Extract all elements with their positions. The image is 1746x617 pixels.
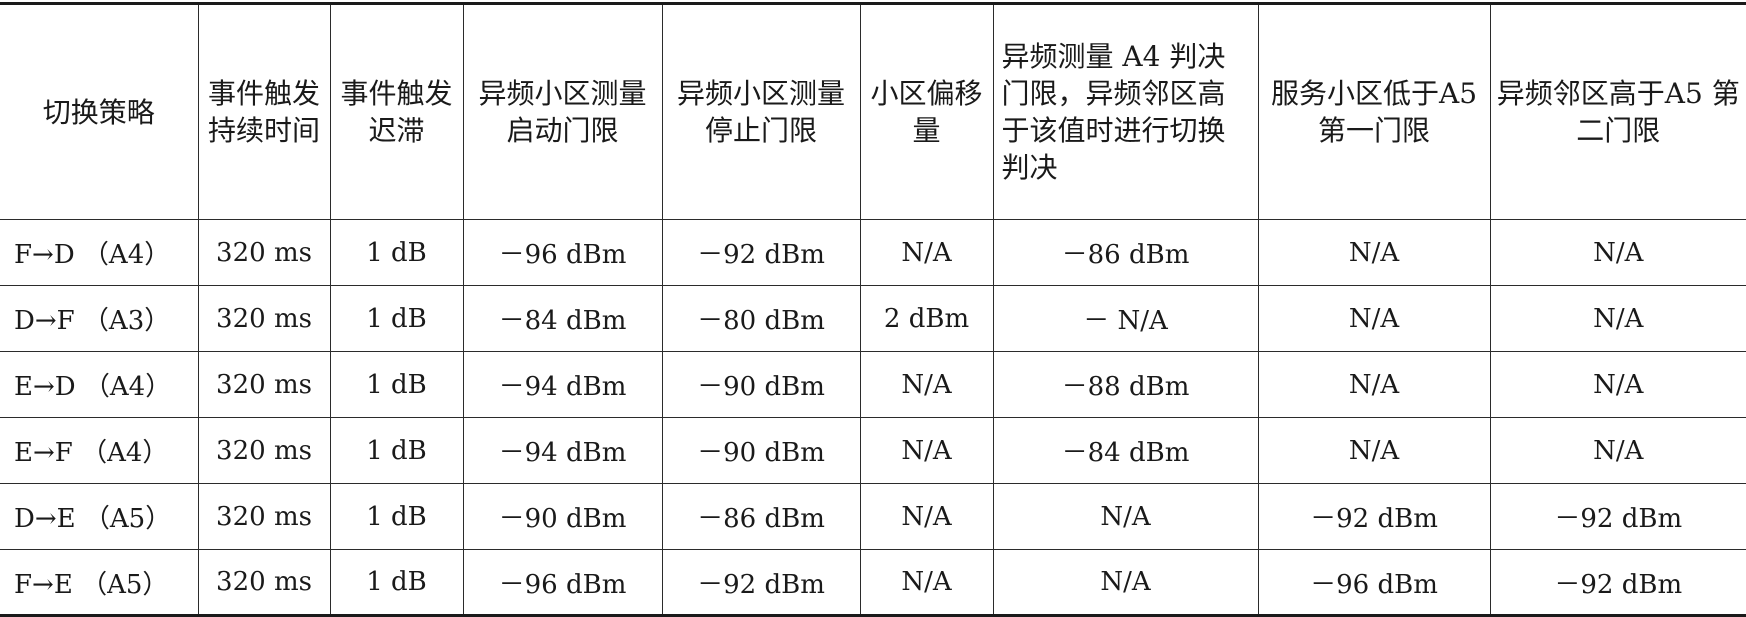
cell-a4-threshold: －86 dBm — [992, 219, 1259, 286]
cell-hysteresis: 1 dB — [329, 219, 464, 286]
cell-cell-offset: N/A — [859, 549, 994, 617]
cell-stop-threshold: －86 dBm — [661, 483, 861, 550]
header-trigger-hysteresis: 事件触发迟滞 — [329, 2, 464, 220]
cell-duration: 320 ms — [197, 219, 331, 286]
cell-start-threshold: －94 dBm — [462, 351, 663, 418]
cell-stop-threshold: －90 dBm — [661, 351, 861, 418]
cell-start-threshold: －90 dBm — [462, 483, 663, 550]
cell-hysteresis: 1 dB — [329, 417, 464, 484]
cell-strategy: E→D （A4） — [0, 351, 199, 418]
cell-a5-second: －92 dBm — [1489, 549, 1746, 617]
cell-start-threshold: －96 dBm — [462, 549, 663, 617]
cell-a5-second: N/A — [1489, 417, 1746, 484]
cell-a4-threshold: －88 dBm — [992, 351, 1259, 418]
cell-strategy: F→D （A4） — [0, 219, 199, 286]
cell-strategy: E→F （A4） — [0, 417, 199, 484]
header-handover-strategy: 切换策略 — [0, 2, 199, 220]
cell-start-threshold: －96 dBm — [462, 219, 663, 286]
cell-stop-threshold: －92 dBm — [661, 549, 861, 617]
cell-a5-second: N/A — [1489, 219, 1746, 286]
cell-strategy: F→E （A5） — [0, 549, 199, 617]
cell-strategy: D→E （A5） — [0, 483, 199, 550]
cell-cell-offset: N/A — [859, 417, 994, 484]
cell-duration: 320 ms — [197, 351, 331, 418]
cell-hysteresis: 1 dB — [329, 483, 464, 550]
table-row: F→E （A5） 320 ms 1 dB －96 dBm －92 dBm N/A N/A －9… — [0, 549, 1746, 617]
cell-duration: 320 ms — [197, 285, 331, 352]
table-row: F→D （A4） 320 ms 1 dB －96 dBm －92 dBm N/A －86 d… — [0, 219, 1746, 286]
header-a5-first-threshold: 服务小区低于A5 第一门限 — [1257, 2, 1491, 220]
cell-a5-first: －92 dBm — [1257, 483, 1491, 550]
cell-a5-first: N/A — [1257, 285, 1491, 352]
cell-a4-threshold: －84 dBm — [992, 417, 1259, 484]
header-a4-threshold: 异频测量 A4 判决门限，异频邻区高于该值时进行切换判决 — [992, 2, 1259, 220]
header-measure-stop-threshold: 异频小区测量停止门限 — [661, 2, 861, 220]
cell-duration: 320 ms — [197, 549, 331, 617]
cell-duration: 320 ms — [197, 417, 331, 484]
cell-a5-second: N/A — [1489, 351, 1746, 418]
cell-start-threshold: －94 dBm — [462, 417, 663, 484]
cell-hysteresis: 1 dB — [329, 351, 464, 418]
cell-start-threshold: －84 dBm — [462, 285, 663, 352]
cell-hysteresis: 1 dB — [329, 549, 464, 617]
cell-a5-second: －92 dBm — [1489, 483, 1746, 550]
cell-a5-first: N/A — [1257, 351, 1491, 418]
cell-a4-threshold: － N/A — [992, 285, 1259, 352]
cell-stop-threshold: －80 dBm — [661, 285, 861, 352]
header-cell-offset: 小区偏移量 — [859, 2, 994, 220]
cell-a5-second: N/A — [1489, 285, 1746, 352]
header-measure-start-threshold: 异频小区测量启动门限 — [462, 2, 663, 220]
cell-a5-first: N/A — [1257, 417, 1491, 484]
cell-stop-threshold: －90 dBm — [661, 417, 861, 484]
cell-cell-offset: N/A — [859, 483, 994, 550]
cell-strategy: D→F （A3） — [0, 285, 199, 352]
cell-stop-threshold: －92 dBm — [661, 219, 861, 286]
cell-a5-first: －96 dBm — [1257, 549, 1491, 617]
cell-cell-offset: 2 dBm — [859, 285, 994, 352]
cell-hysteresis: 1 dB — [329, 285, 464, 352]
cell-a4-threshold: N/A — [992, 549, 1259, 617]
table-row: D→F （A3） 320 ms 1 dB －84 dBm －80 dBm 2 dBm － N… — [0, 285, 1746, 352]
cell-duration: 320 ms — [197, 483, 331, 550]
table-row: E→D （A4） 320 ms 1 dB －94 dBm －90 dBm N/A －88 d… — [0, 351, 1746, 418]
table-row: E→F （A4） 320 ms 1 dB －94 dBm －90 dBm N/A －84 d… — [0, 417, 1746, 484]
cell-a5-first: N/A — [1257, 219, 1491, 286]
header-trigger-duration: 事件触发持续时间 — [197, 2, 331, 220]
table-header-row: 切换策略 事件触发持续时间 事件触发迟滞 异频小区测量启动门限 异频小区测量停止… — [0, 2, 1746, 220]
cell-cell-offset: N/A — [859, 351, 994, 418]
cell-a4-threshold: N/A — [992, 483, 1259, 550]
table-row: D→E （A5） 320 ms 1 dB －90 dBm －86 dBm N/A N/A －9… — [0, 483, 1746, 550]
cell-cell-offset: N/A — [859, 219, 994, 286]
header-a5-second-threshold: 异频邻区高于A5 第二门限 — [1489, 2, 1746, 220]
